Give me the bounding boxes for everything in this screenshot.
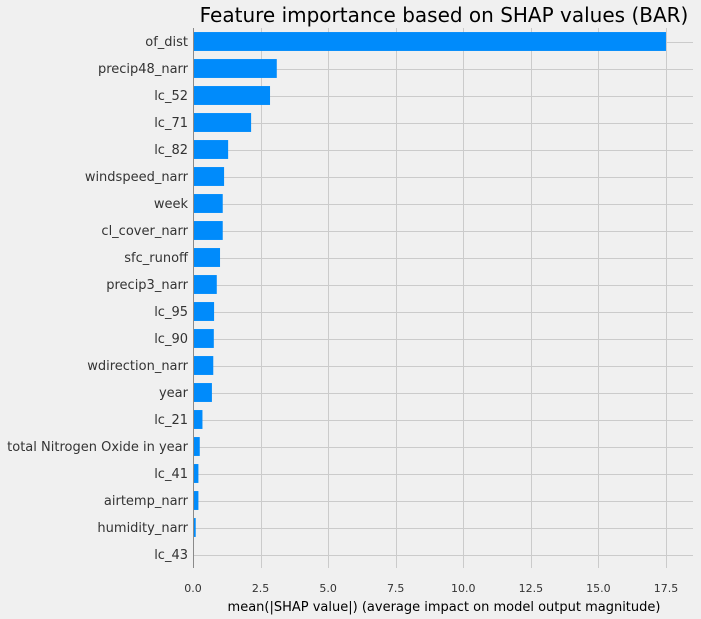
category-label: sfc_runoff bbox=[124, 251, 189, 266]
bar-wdirection-narr bbox=[193, 356, 214, 375]
x-tick-label: 5.0 bbox=[319, 582, 337, 595]
category-label: humidity_narr bbox=[97, 521, 188, 536]
x-tick-label: 2.5 bbox=[252, 582, 270, 595]
category-label: lc_52 bbox=[154, 89, 188, 104]
category-label: cl_cover_narr bbox=[101, 224, 188, 239]
category-label: precip3_narr bbox=[106, 278, 188, 293]
bar-airtemp-narr bbox=[193, 491, 199, 510]
bar-lc-71 bbox=[193, 113, 252, 132]
category-label: lc_95 bbox=[154, 305, 188, 320]
category-label: windspeed_narr bbox=[85, 170, 189, 185]
bar-sfc-runoff bbox=[193, 248, 221, 267]
category-label: total Nitrogen Oxide in year bbox=[7, 440, 188, 455]
bar-lc-90 bbox=[193, 329, 214, 348]
bar-lc-82 bbox=[193, 140, 229, 159]
category-label: lc_71 bbox=[154, 116, 188, 131]
x-tick-label: 7.5 bbox=[387, 582, 405, 595]
category-label: lc_41 bbox=[154, 467, 188, 482]
grid-lines bbox=[193, 28, 693, 568]
category-label: precip48_narr bbox=[98, 62, 189, 77]
bar-lc-21 bbox=[193, 410, 203, 429]
category-label: week bbox=[154, 197, 189, 212]
bars bbox=[193, 32, 666, 564]
category-label: lc_43 bbox=[154, 548, 188, 563]
category-label: lc_90 bbox=[154, 332, 188, 347]
bar-total-nitrogen-oxide-in-year bbox=[193, 437, 200, 456]
x-tick-label: 12.5 bbox=[519, 582, 544, 595]
category-label: wdirection_narr bbox=[87, 359, 188, 374]
category-label: of_dist bbox=[145, 35, 188, 50]
bar-lc-52 bbox=[193, 86, 271, 105]
x-tick-labels: 0.0 2.5 5.0 7.5 10.0 12.5 15.0 17.5 bbox=[184, 582, 678, 595]
bar-of-dist bbox=[193, 32, 666, 51]
x-tick-label: 15.0 bbox=[586, 582, 611, 595]
bar-precip48-narr bbox=[193, 59, 277, 78]
x-tick-label: 0.0 bbox=[184, 582, 202, 595]
bar-lc-95 bbox=[193, 302, 215, 321]
bar-cl-cover-narr bbox=[193, 221, 223, 240]
x-axis-label: mean(|SHAP value|) (average impact on mo… bbox=[228, 600, 661, 615]
bar-lc-41 bbox=[193, 464, 199, 483]
x-tick-label: 10.0 bbox=[451, 582, 476, 595]
category-labels: of_dist precip48_narr lc_52 lc_71 lc_82winds… bbox=[7, 35, 189, 563]
category-label: airtemp_narr bbox=[104, 494, 189, 509]
x-tick-label: 17.5 bbox=[654, 582, 679, 595]
bar-precip3-narr bbox=[193, 275, 217, 294]
bar-year bbox=[193, 383, 212, 402]
category-label: lc_21 bbox=[154, 413, 188, 428]
bar-humidity-narr bbox=[193, 518, 196, 537]
chart-title: Feature importance based on SHAP values … bbox=[200, 3, 689, 27]
category-label: year bbox=[159, 386, 189, 401]
bar-windspeed-narr bbox=[193, 167, 225, 186]
bar-week bbox=[193, 194, 223, 213]
category-label: lc_82 bbox=[154, 143, 188, 158]
